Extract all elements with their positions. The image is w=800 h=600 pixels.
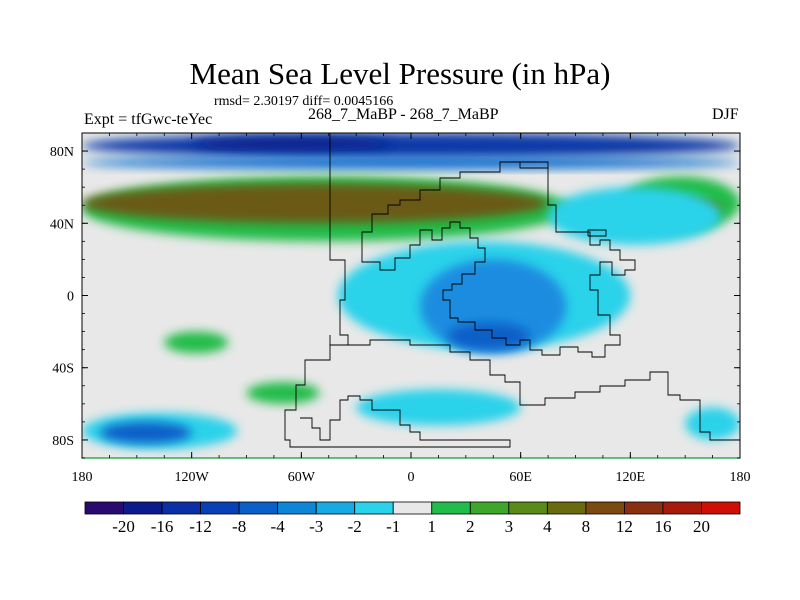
contour-indian-ocean-low	[356, 389, 521, 426]
colorbar-swatch	[84, 501, 124, 515]
colorbar-label: -2	[348, 517, 362, 536]
x-tick-label: 120W	[175, 470, 210, 485]
season-label: DJF	[712, 106, 739, 123]
x-tick-label: 60W	[288, 470, 316, 485]
colorbar-label: 12	[616, 517, 633, 536]
subtitle-label: 268_7_MaBP - 268_7_MaBP	[308, 106, 499, 123]
colorbar-label: 8	[582, 517, 591, 536]
colorbar-label: 1	[428, 517, 437, 536]
x-tick-label: 0	[408, 470, 415, 485]
colorbar-label: -12	[189, 517, 212, 536]
colorbar-swatch	[354, 501, 394, 515]
colorbar-swatch	[431, 501, 471, 515]
colorbar-swatch	[585, 501, 625, 515]
arctic-outline	[500, 161, 548, 169]
southern-continent-outline	[329, 335, 740, 441]
colorbar-label: -1	[386, 517, 400, 536]
contour-southern-ocean-core	[100, 421, 192, 444]
y-tick-label: 0	[67, 290, 74, 305]
x-tick-label: 180	[72, 470, 93, 485]
colorbar-swatch	[701, 501, 741, 515]
colorbar-swatch	[392, 501, 433, 515]
colorbar-swatch	[161, 501, 201, 515]
x-tick-label: 180	[730, 470, 751, 485]
island-outline	[587, 229, 607, 237]
colorbar-swatch	[624, 501, 664, 515]
colorbar-swatch	[200, 501, 240, 515]
colorbar-label: 3	[505, 517, 514, 536]
continent-outline	[361, 161, 636, 358]
colorbar-swatch	[238, 501, 279, 515]
colorbar-swatch	[508, 501, 548, 515]
contour-antarctic-low	[685, 407, 740, 440]
colorbar-swatch	[469, 501, 510, 515]
contour-tropical-low-deep	[447, 322, 530, 350]
contour-south-atlantic-high	[164, 331, 229, 354]
colorbar-label: 4	[543, 517, 552, 536]
colorbar-swatch	[546, 501, 587, 515]
contour-subarctic-low	[82, 156, 740, 170]
colorbar-swatch	[277, 501, 317, 515]
colorbar-label: -3	[309, 517, 323, 536]
x-tick-label: 60E	[509, 470, 532, 485]
y-tick-label: 80S	[52, 434, 74, 449]
contour-south-pacific-high	[246, 382, 320, 404]
y-tick-label: 40N	[50, 217, 74, 232]
contour-pacific-north-low	[548, 187, 722, 245]
landmass-outline	[284, 133, 511, 448]
colorbar-label: -16	[151, 517, 174, 536]
colorbar-swatch	[662, 501, 702, 515]
chart-title: Mean Sea Level Pressure (in hPa)	[189, 56, 611, 91]
stats-label: rmsd= 2.30197 diff= 0.0045166	[214, 94, 394, 109]
colorbar-label: -20	[112, 517, 135, 536]
colorbar-label: -4	[271, 517, 286, 536]
contour-midlat-high-core	[82, 183, 549, 224]
colorbar-label: 2	[466, 517, 475, 536]
colorbar-swatch	[315, 501, 356, 515]
x-tick-label: 120E	[616, 470, 646, 485]
y-tick-label: 80N	[50, 145, 74, 160]
colorbar-label: 20	[693, 517, 710, 536]
contour-arctic-core-low	[191, 136, 393, 152]
colorbar-swatch	[123, 501, 163, 515]
expt-label: Expt = tfGwc-teYec	[84, 111, 213, 128]
y-tick-label: 40S	[52, 362, 74, 377]
colorbar-label: 16	[654, 517, 671, 536]
colorbar-label: -8	[232, 517, 246, 536]
